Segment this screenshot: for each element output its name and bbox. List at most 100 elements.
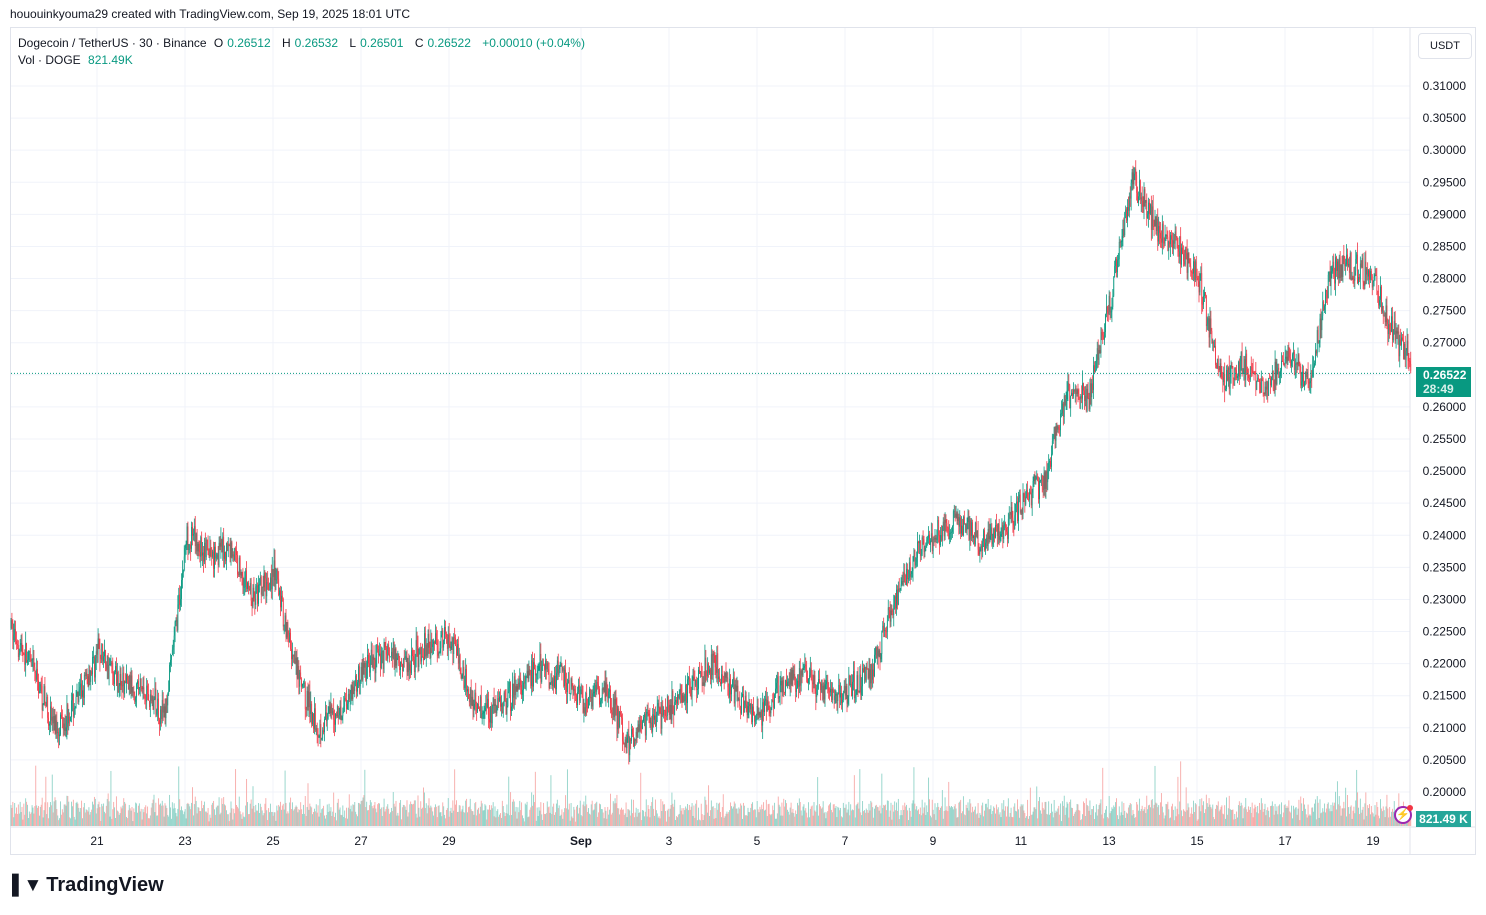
- candle-body: [834, 695, 836, 701]
- volume-bar: [723, 817, 725, 826]
- candle-body: [505, 701, 507, 715]
- volume-bar: [554, 814, 556, 826]
- volume-bar: [54, 797, 56, 826]
- volume-bar: [420, 801, 422, 826]
- volume-bar: [470, 809, 472, 826]
- volume-bar: [1291, 805, 1293, 826]
- candle-body: [632, 728, 633, 735]
- volume-bar: [429, 807, 431, 826]
- candle-body: [1219, 363, 1221, 370]
- candle-body: [617, 708, 619, 730]
- volume-bar: [39, 806, 41, 826]
- volume-bar: [237, 808, 239, 826]
- volume-bar: [462, 805, 464, 826]
- volume-bar: [828, 805, 830, 826]
- candle-body: [997, 523, 999, 536]
- volume-bar: [712, 806, 714, 826]
- volume-bar: [364, 769, 366, 826]
- candle-body: [1410, 363, 1412, 374]
- volume-bar: [620, 809, 622, 826]
- currency-button[interactable]: USDT: [1418, 33, 1472, 59]
- candle-body: [684, 700, 686, 702]
- volume-bar: [737, 813, 739, 826]
- candle-body: [1081, 395, 1083, 399]
- volume-bar: [15, 813, 17, 826]
- candle-body: [188, 549, 190, 550]
- volume-bar: [300, 802, 302, 826]
- volume-bar: [164, 803, 166, 826]
- volume-bar: [441, 816, 443, 826]
- volume-bar: [1225, 818, 1227, 826]
- candle-body: [501, 703, 502, 707]
- candle-body: [687, 679, 688, 703]
- candle-body: [1186, 252, 1188, 273]
- candle-body: [666, 696, 668, 717]
- volume-bar: [348, 794, 350, 826]
- volume-bar: [1096, 815, 1098, 826]
- volume-bar: [727, 813, 729, 826]
- volume-bar: [667, 808, 669, 826]
- candle-body: [1371, 275, 1373, 288]
- candle-body: [636, 731, 638, 737]
- candle-body: [280, 590, 281, 608]
- volume-bar: [1108, 796, 1110, 826]
- candle-body: [170, 659, 171, 666]
- volume-bar: [1056, 811, 1058, 826]
- volume-bar: [1288, 800, 1290, 826]
- volume-bar: [703, 815, 705, 826]
- candle-body: [1142, 200, 1144, 207]
- candle-body: [995, 525, 996, 538]
- volume-bar: [496, 810, 498, 826]
- volume-bar: [549, 812, 551, 826]
- volume-bar: [887, 800, 889, 826]
- volume-bar: [595, 802, 597, 826]
- candle-body: [829, 691, 830, 693]
- candle-body: [424, 633, 425, 661]
- volume-bar: [910, 816, 912, 826]
- candle-body: [189, 544, 191, 550]
- volume-bar: [850, 804, 852, 826]
- volume-bar: [1369, 814, 1371, 826]
- candle-body: [555, 675, 556, 690]
- candle-body: [255, 586, 257, 605]
- volume-bar: [1042, 807, 1044, 826]
- volume-bar: [1058, 805, 1060, 826]
- candle-body: [893, 604, 895, 616]
- volume-bar: [165, 805, 167, 826]
- candle-body: [616, 704, 618, 730]
- volume-bar: [774, 802, 776, 826]
- volume-bar: [959, 801, 961, 826]
- volume-bar: [1301, 803, 1303, 826]
- volume-bar: [130, 810, 132, 826]
- candle-body: [177, 604, 179, 631]
- volume-bar: [1224, 805, 1226, 826]
- candle-body: [66, 704, 68, 728]
- volume-bar: [531, 792, 533, 826]
- candle-body: [1115, 258, 1116, 267]
- volume-bar: [403, 805, 405, 826]
- volume-bar: [89, 814, 91, 826]
- candle-body: [964, 523, 966, 525]
- volume-bar: [193, 804, 195, 826]
- symbol-name[interactable]: Dogecoin / TetherUS · 30 · Binance: [18, 36, 207, 50]
- bar-countdown: 28:49: [1423, 382, 1454, 396]
- candle-body: [844, 685, 846, 696]
- volume-bar: [1149, 804, 1150, 826]
- candle-body: [696, 680, 698, 690]
- volume-legend-label[interactable]: Vol · DOGE: [18, 53, 81, 67]
- volume-bar: [203, 805, 204, 826]
- candle-body: [43, 686, 45, 704]
- volume-bar: [981, 805, 983, 826]
- candle-body: [629, 738, 631, 756]
- volume-bar: [478, 807, 479, 826]
- candle-body: [1118, 241, 1120, 260]
- volume-bar: [423, 787, 424, 826]
- volume-bar: [915, 809, 917, 826]
- volume-bar: [798, 798, 800, 826]
- lightning-icon[interactable]: ⚡: [1394, 805, 1413, 824]
- volume-bar: [486, 819, 488, 826]
- candle-body: [65, 727, 67, 731]
- tradingview-logo[interactable]: ▌▼ TradingView: [12, 874, 164, 897]
- volume-bar: [1310, 815, 1312, 826]
